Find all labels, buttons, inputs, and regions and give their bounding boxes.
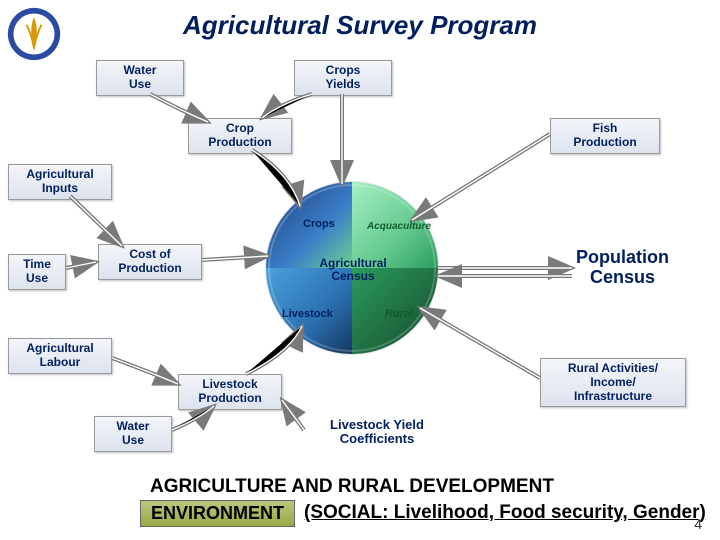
box-cost-of-production: Cost of Production [98, 244, 202, 280]
page-title: Agricultural Survey Program [0, 10, 720, 41]
pie-label-rural: Rural [385, 308, 413, 320]
box-livestock-production: Livestock Production [178, 374, 282, 410]
pie-label-crops: Crops [303, 218, 335, 230]
page-number: 4 [694, 516, 702, 532]
population-census: Population Census [576, 248, 669, 288]
footer-line1: AGRICULTURE AND RURAL DEVELOPMENT [150, 476, 554, 498]
footer-env: ENVIRONMENT [140, 500, 295, 527]
lyc-label: Livestock Yield Coefficients [302, 418, 452, 447]
pie-label-acq: Acquaculture [367, 221, 431, 232]
box-rural-activities: Rural Activities/ Income/ Infrastructure [540, 358, 686, 407]
footer-social: (SOCIAL: Livelihood, Food security, Gend… [304, 502, 706, 524]
pie-center-label: Agricultural Census [318, 257, 388, 283]
box-crops-yields: Crops Yields [294, 60, 392, 96]
box-agri-inputs: Agricultural Inputs [8, 164, 112, 200]
box-water-use-2: Water Use [94, 416, 172, 452]
box-crop-production: Crop Production [188, 118, 292, 154]
box-fish-production: Fish Production [550, 118, 660, 154]
box-water-use: Water Use [96, 60, 184, 96]
pie-label-livestock: Livestock [282, 308, 333, 320]
box-time-use: Time Use [8, 254, 66, 290]
box-agri-labour: Agricultural Labour [8, 338, 112, 374]
